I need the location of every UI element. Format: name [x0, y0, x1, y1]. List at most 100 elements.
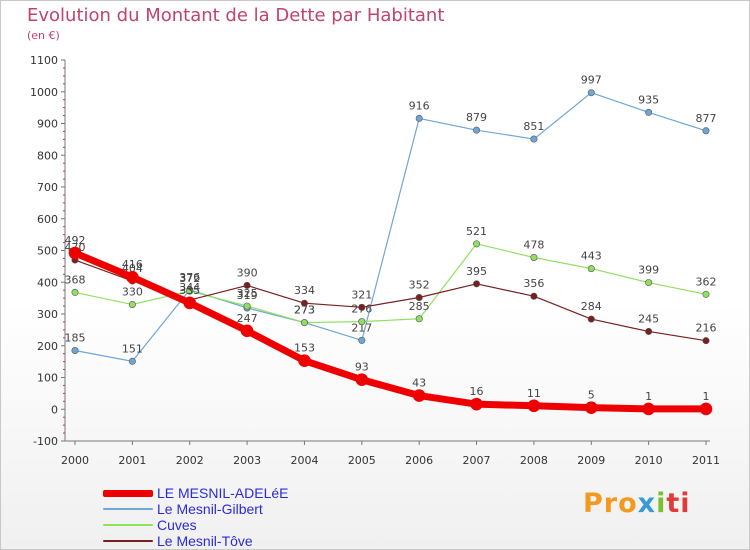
data-label: 245: [638, 312, 659, 325]
data-point: [415, 315, 423, 323]
data-label: 334: [294, 284, 315, 297]
data-label: 399: [638, 264, 659, 277]
data-point: [240, 324, 254, 338]
series-line: [71, 249, 710, 413]
data-label: 43: [412, 377, 426, 390]
data-label: 284: [581, 300, 602, 313]
data-point: [183, 296, 197, 310]
data-point: [355, 373, 369, 387]
data-point: [128, 357, 136, 365]
data-label: 1: [703, 390, 710, 403]
legend-swatch: [103, 508, 153, 510]
y-tick-label: 700: [37, 181, 58, 194]
y-tick-label: 200: [37, 340, 58, 353]
data-label: 372: [179, 272, 200, 285]
x-tick-label: 2000: [61, 454, 89, 467]
chart-title: Evolution du Montant de la Dette par Hab…: [27, 5, 445, 26]
data-point: [473, 240, 481, 248]
data-point: [587, 315, 595, 323]
data-label: 376: [179, 271, 200, 284]
data-point: [473, 280, 481, 288]
data-point: [300, 319, 308, 327]
data-label: 5: [588, 389, 595, 402]
legend-label: Le Mesnil-Tôve: [157, 533, 253, 549]
x-tick-label: 2011: [692, 454, 720, 467]
data-label: 916: [409, 99, 430, 112]
y-tick-label: -100: [33, 435, 58, 448]
y-tick-label: 400: [37, 276, 58, 289]
legend-swatch: [103, 489, 153, 497]
data-label: 521: [466, 225, 487, 238]
data-point: [702, 290, 710, 298]
data-point: [702, 337, 710, 345]
y-tick-label: 600: [37, 213, 58, 226]
data-label: 285: [409, 300, 430, 313]
data-label: 344: [179, 281, 200, 294]
legend-swatch: [103, 540, 153, 542]
x-tick-label: 2002: [176, 454, 204, 467]
legend-item: Le Mesnil-Tôve: [103, 533, 289, 549]
data-point: [645, 108, 653, 116]
x-tick-label: 2007: [463, 454, 491, 467]
data-point: [587, 89, 595, 97]
data-point: [243, 281, 251, 289]
y-tick-label: 800: [37, 149, 58, 162]
data-label: 16: [470, 385, 484, 398]
y-tick-label: 500: [37, 245, 58, 258]
data-point: [412, 389, 426, 402]
data-label: 273: [294, 304, 315, 317]
unit-label: (en €): [27, 29, 60, 42]
x-tick-label: 2006: [405, 454, 433, 467]
data-point: [71, 347, 79, 355]
data-point: [128, 300, 136, 308]
data-label: 443: [581, 250, 602, 263]
x-tick-label: 2009: [577, 454, 605, 467]
data-label: 416: [122, 258, 143, 271]
data-label: 879: [466, 111, 487, 124]
data-label: 153: [294, 342, 315, 355]
series-line: [74, 243, 707, 324]
data-label: 217: [351, 321, 372, 334]
data-point: [71, 288, 79, 296]
data-label: 11: [527, 387, 541, 400]
data-label: 935: [638, 93, 659, 106]
proxiti-logo: Proxiti: [583, 488, 691, 519]
data-point: [645, 279, 653, 287]
data-label: 492: [65, 234, 86, 247]
data-label: 151: [122, 342, 143, 355]
legend-swatch: [103, 524, 153, 526]
legend-item: Cuves: [103, 517, 289, 533]
legend-item: LE MESNIL-ADELéE: [103, 485, 289, 501]
data-point: [699, 402, 713, 416]
data-label: 362: [696, 275, 717, 288]
data-point: [358, 336, 366, 344]
data-point: [415, 114, 423, 122]
data-point: [358, 303, 366, 311]
y-tick-label: 0: [51, 403, 58, 416]
data-point: [358, 318, 366, 326]
data-label: 321: [351, 288, 372, 301]
data-label: 390: [237, 266, 258, 279]
data-label: 851: [523, 120, 544, 133]
data-point: [530, 135, 538, 143]
data-label: 319: [237, 289, 258, 302]
data-label: 478: [523, 238, 544, 251]
data-point: [527, 399, 541, 413]
legend-label: LE MESNIL-ADELéE: [157, 485, 289, 501]
x-tick-label: 2005: [348, 454, 376, 467]
y-tick-label: 1100: [30, 54, 58, 67]
data-label: 1: [645, 390, 652, 403]
data-label: 247: [237, 312, 258, 325]
data-point: [68, 246, 82, 260]
data-label: 93: [355, 361, 369, 374]
data-label: 330: [122, 285, 143, 298]
data-point: [243, 302, 251, 310]
data-label: 273: [294, 304, 315, 317]
y-tick-label: 1000: [30, 86, 58, 99]
data-label: 356: [523, 277, 544, 290]
data-label: 997: [581, 74, 602, 87]
data-point: [702, 127, 710, 135]
data-label: 877: [696, 112, 717, 125]
data-label: 185: [65, 332, 86, 345]
